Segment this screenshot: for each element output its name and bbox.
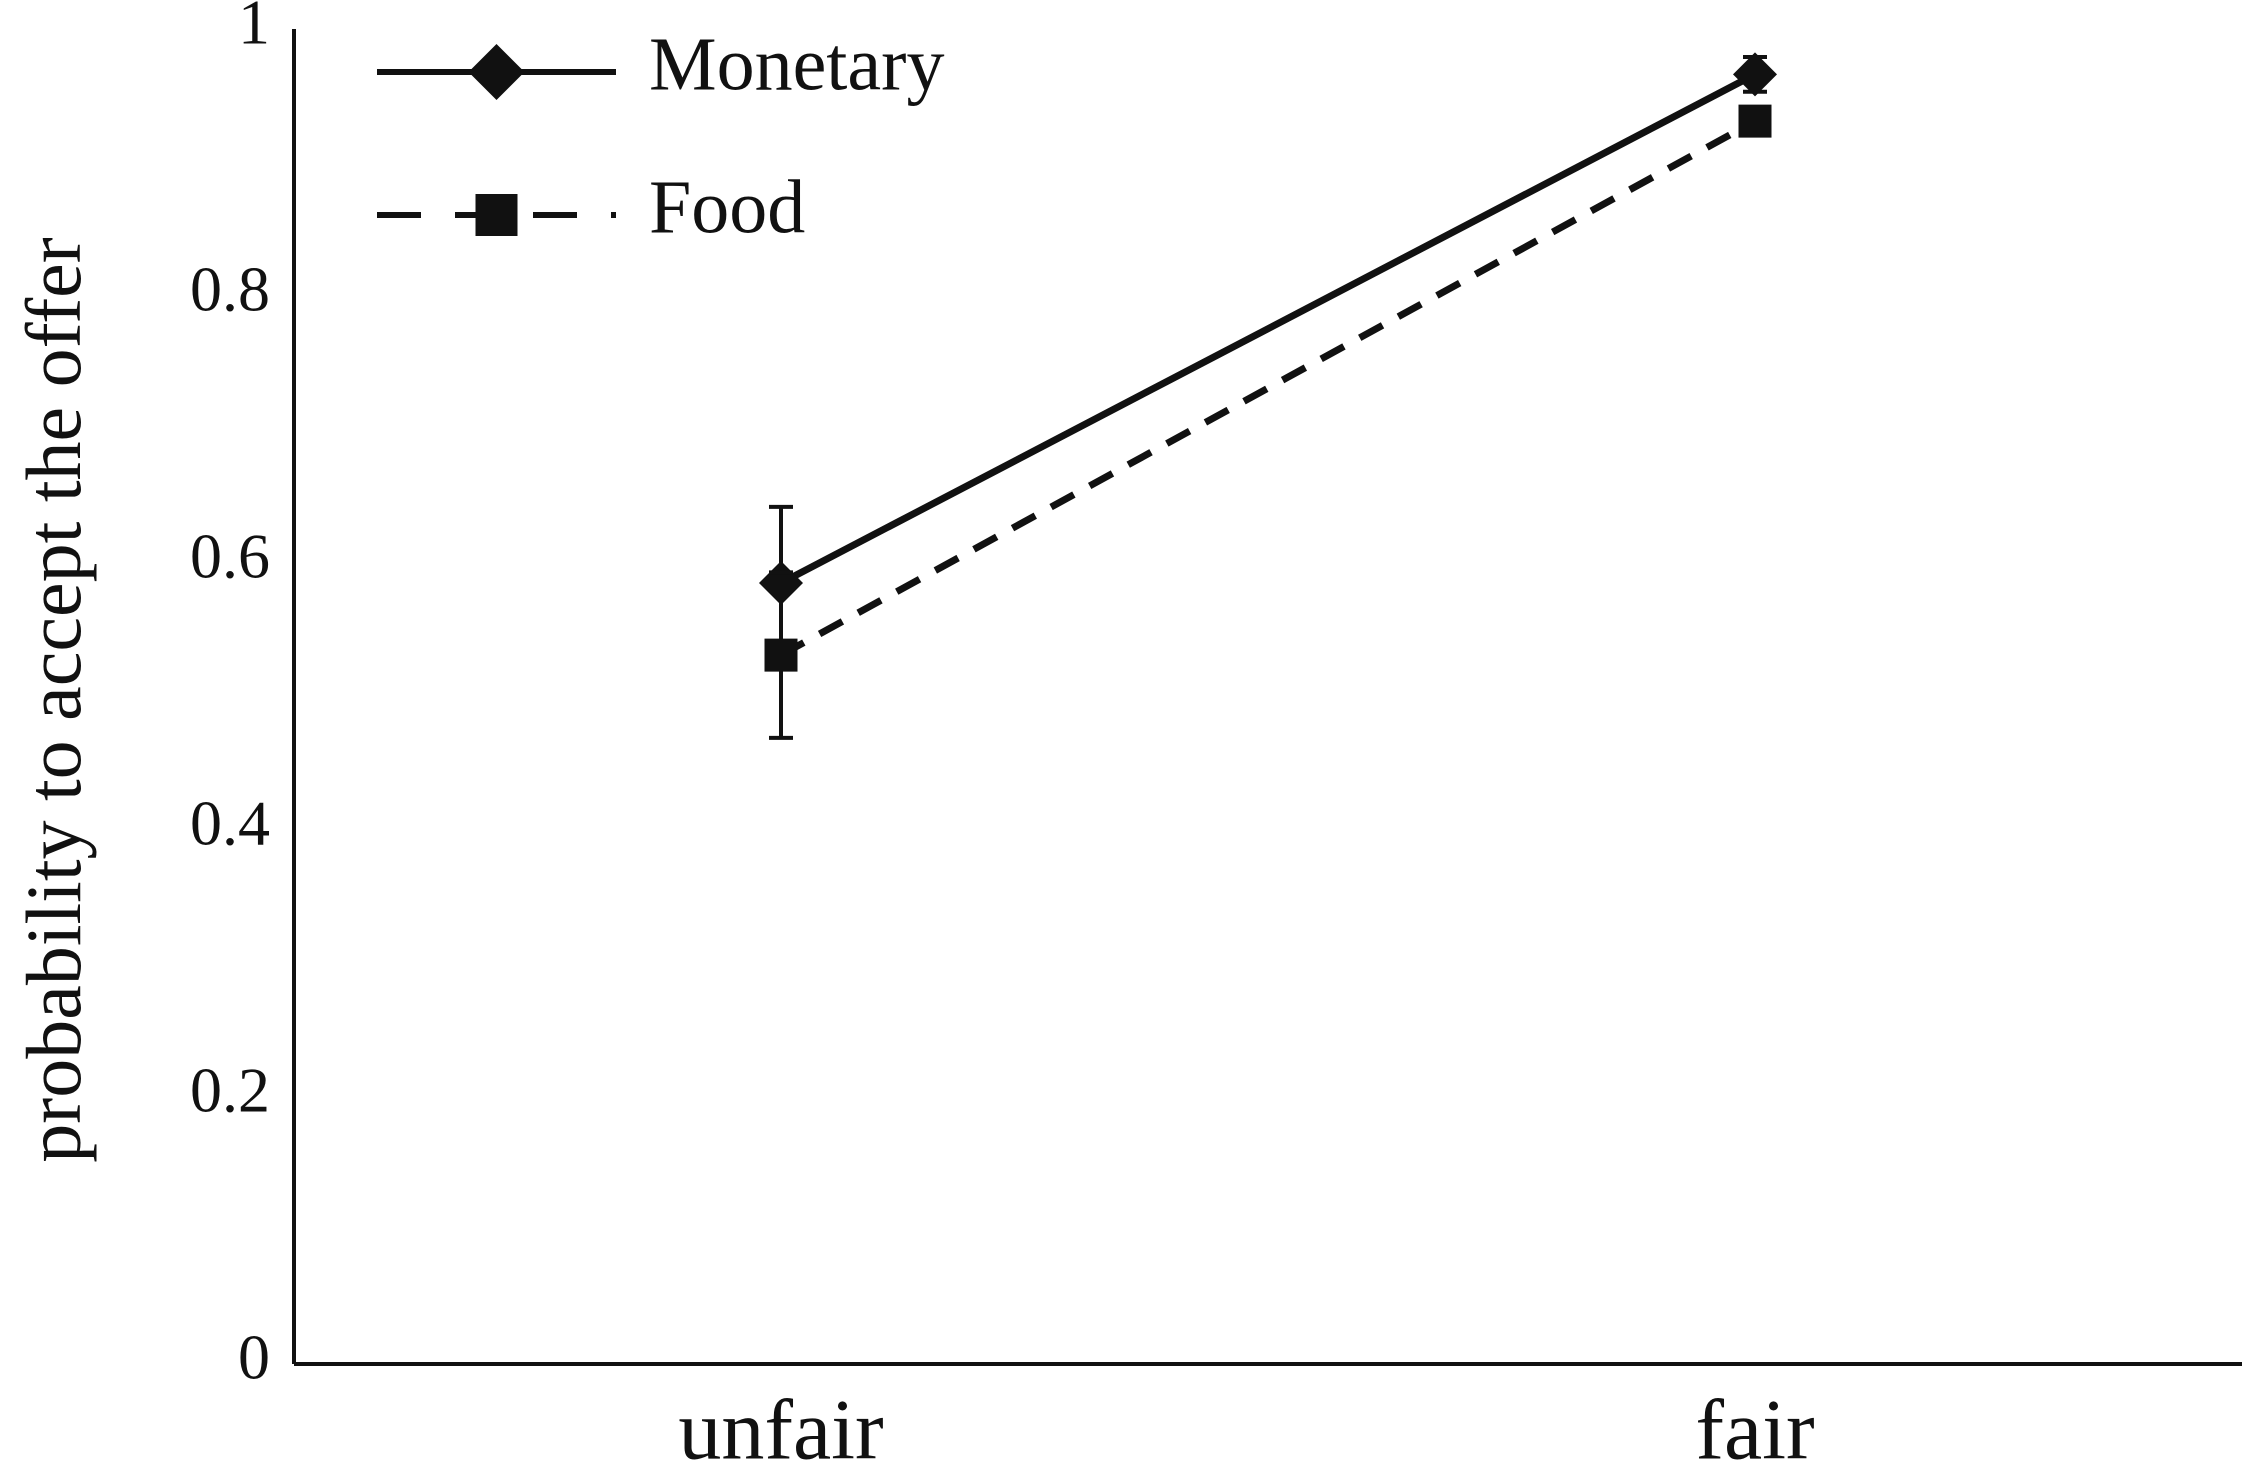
data-point — [1738, 104, 1772, 138]
y-tick-label: 0.2 — [190, 1055, 270, 1126]
y-tick-label: 0.6 — [190, 521, 270, 592]
x-tick-label: fair — [1695, 1382, 1814, 1471]
series-line — [779, 71, 1757, 587]
y-tick-label: 0.8 — [190, 254, 270, 325]
data-point — [764, 638, 798, 672]
x-tick-label: unfair — [678, 1382, 883, 1471]
legend-label: Monetary — [649, 22, 944, 106]
legend-label: Food — [649, 165, 805, 249]
legend-marker — [475, 194, 518, 236]
y-tick-label: 0 — [238, 1322, 270, 1393]
y-tick-label: 1 — [238, 0, 270, 58]
legend-marker — [468, 44, 525, 100]
series-line — [779, 118, 1757, 659]
y-axis-label: probability to accept the offer — [10, 237, 97, 1163]
y-tick-label: 0.4 — [190, 788, 270, 859]
data-point — [1733, 52, 1777, 97]
